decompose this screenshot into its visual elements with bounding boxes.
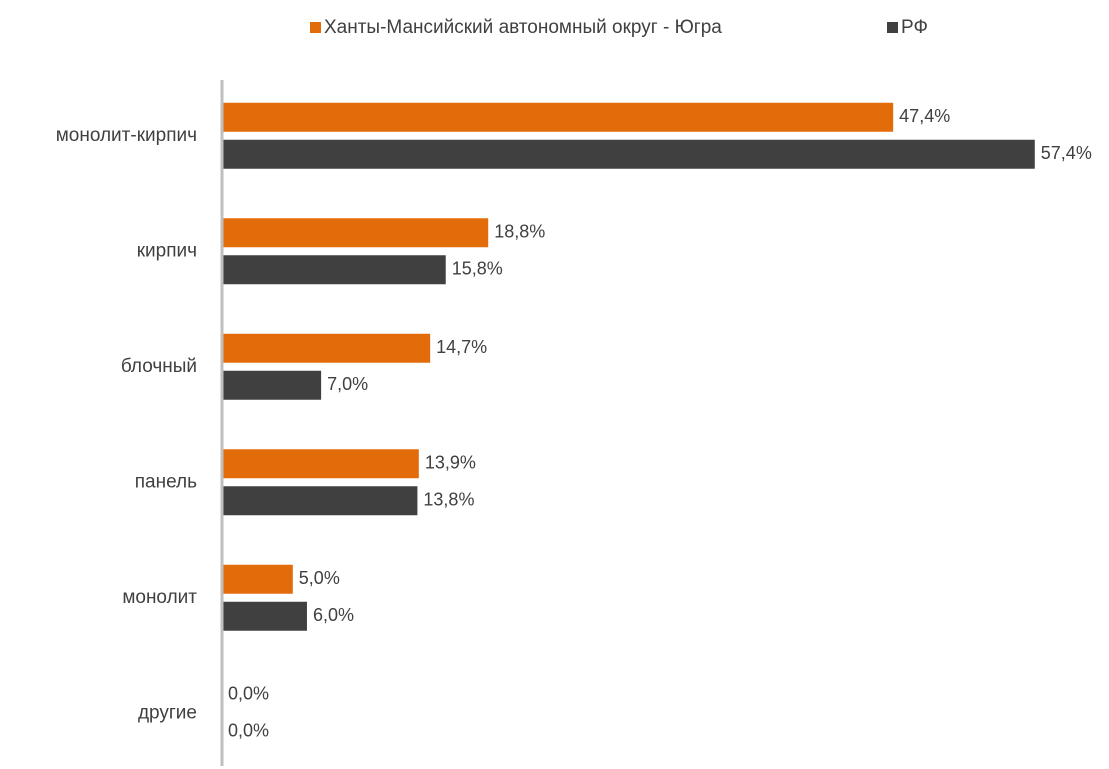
data-label: 13,8% xyxy=(423,490,474,510)
y-tick-label: монолит xyxy=(122,587,197,608)
data-label: 6,0% xyxy=(313,605,354,625)
data-label: 0,0% xyxy=(228,684,269,704)
data-label: 0,0% xyxy=(228,721,269,741)
y-tick-label: блочный xyxy=(121,356,197,377)
data-label: 5,0% xyxy=(299,568,340,588)
data-label: 14,7% xyxy=(436,337,487,357)
bar xyxy=(222,449,419,479)
legend-label: РФ xyxy=(901,17,928,38)
data-label: 47,4% xyxy=(899,106,950,126)
data-label: 18,8% xyxy=(494,222,545,242)
data-label: 57,4% xyxy=(1041,143,1092,163)
bar xyxy=(222,102,894,132)
bar xyxy=(222,564,293,594)
bar xyxy=(222,601,307,631)
legend-swatch xyxy=(887,22,898,33)
legend-swatch xyxy=(310,22,321,33)
data-label: 7,0% xyxy=(327,374,368,394)
y-tick-label: монолит-кирпич xyxy=(56,125,197,146)
bar xyxy=(222,218,489,248)
data-label: 13,9% xyxy=(425,453,476,473)
data-label: 15,8% xyxy=(452,259,503,279)
y-tick-label: панель xyxy=(135,471,197,492)
y-tick-label: кирпич xyxy=(137,240,197,261)
y-tick-label: другие xyxy=(138,702,197,723)
bar xyxy=(222,139,1035,169)
bar xyxy=(222,333,431,363)
bar xyxy=(222,486,418,516)
bar xyxy=(222,370,322,400)
legend-label: Ханты-Мансийский автономный округ - Югра xyxy=(324,17,722,38)
bar xyxy=(222,255,446,285)
